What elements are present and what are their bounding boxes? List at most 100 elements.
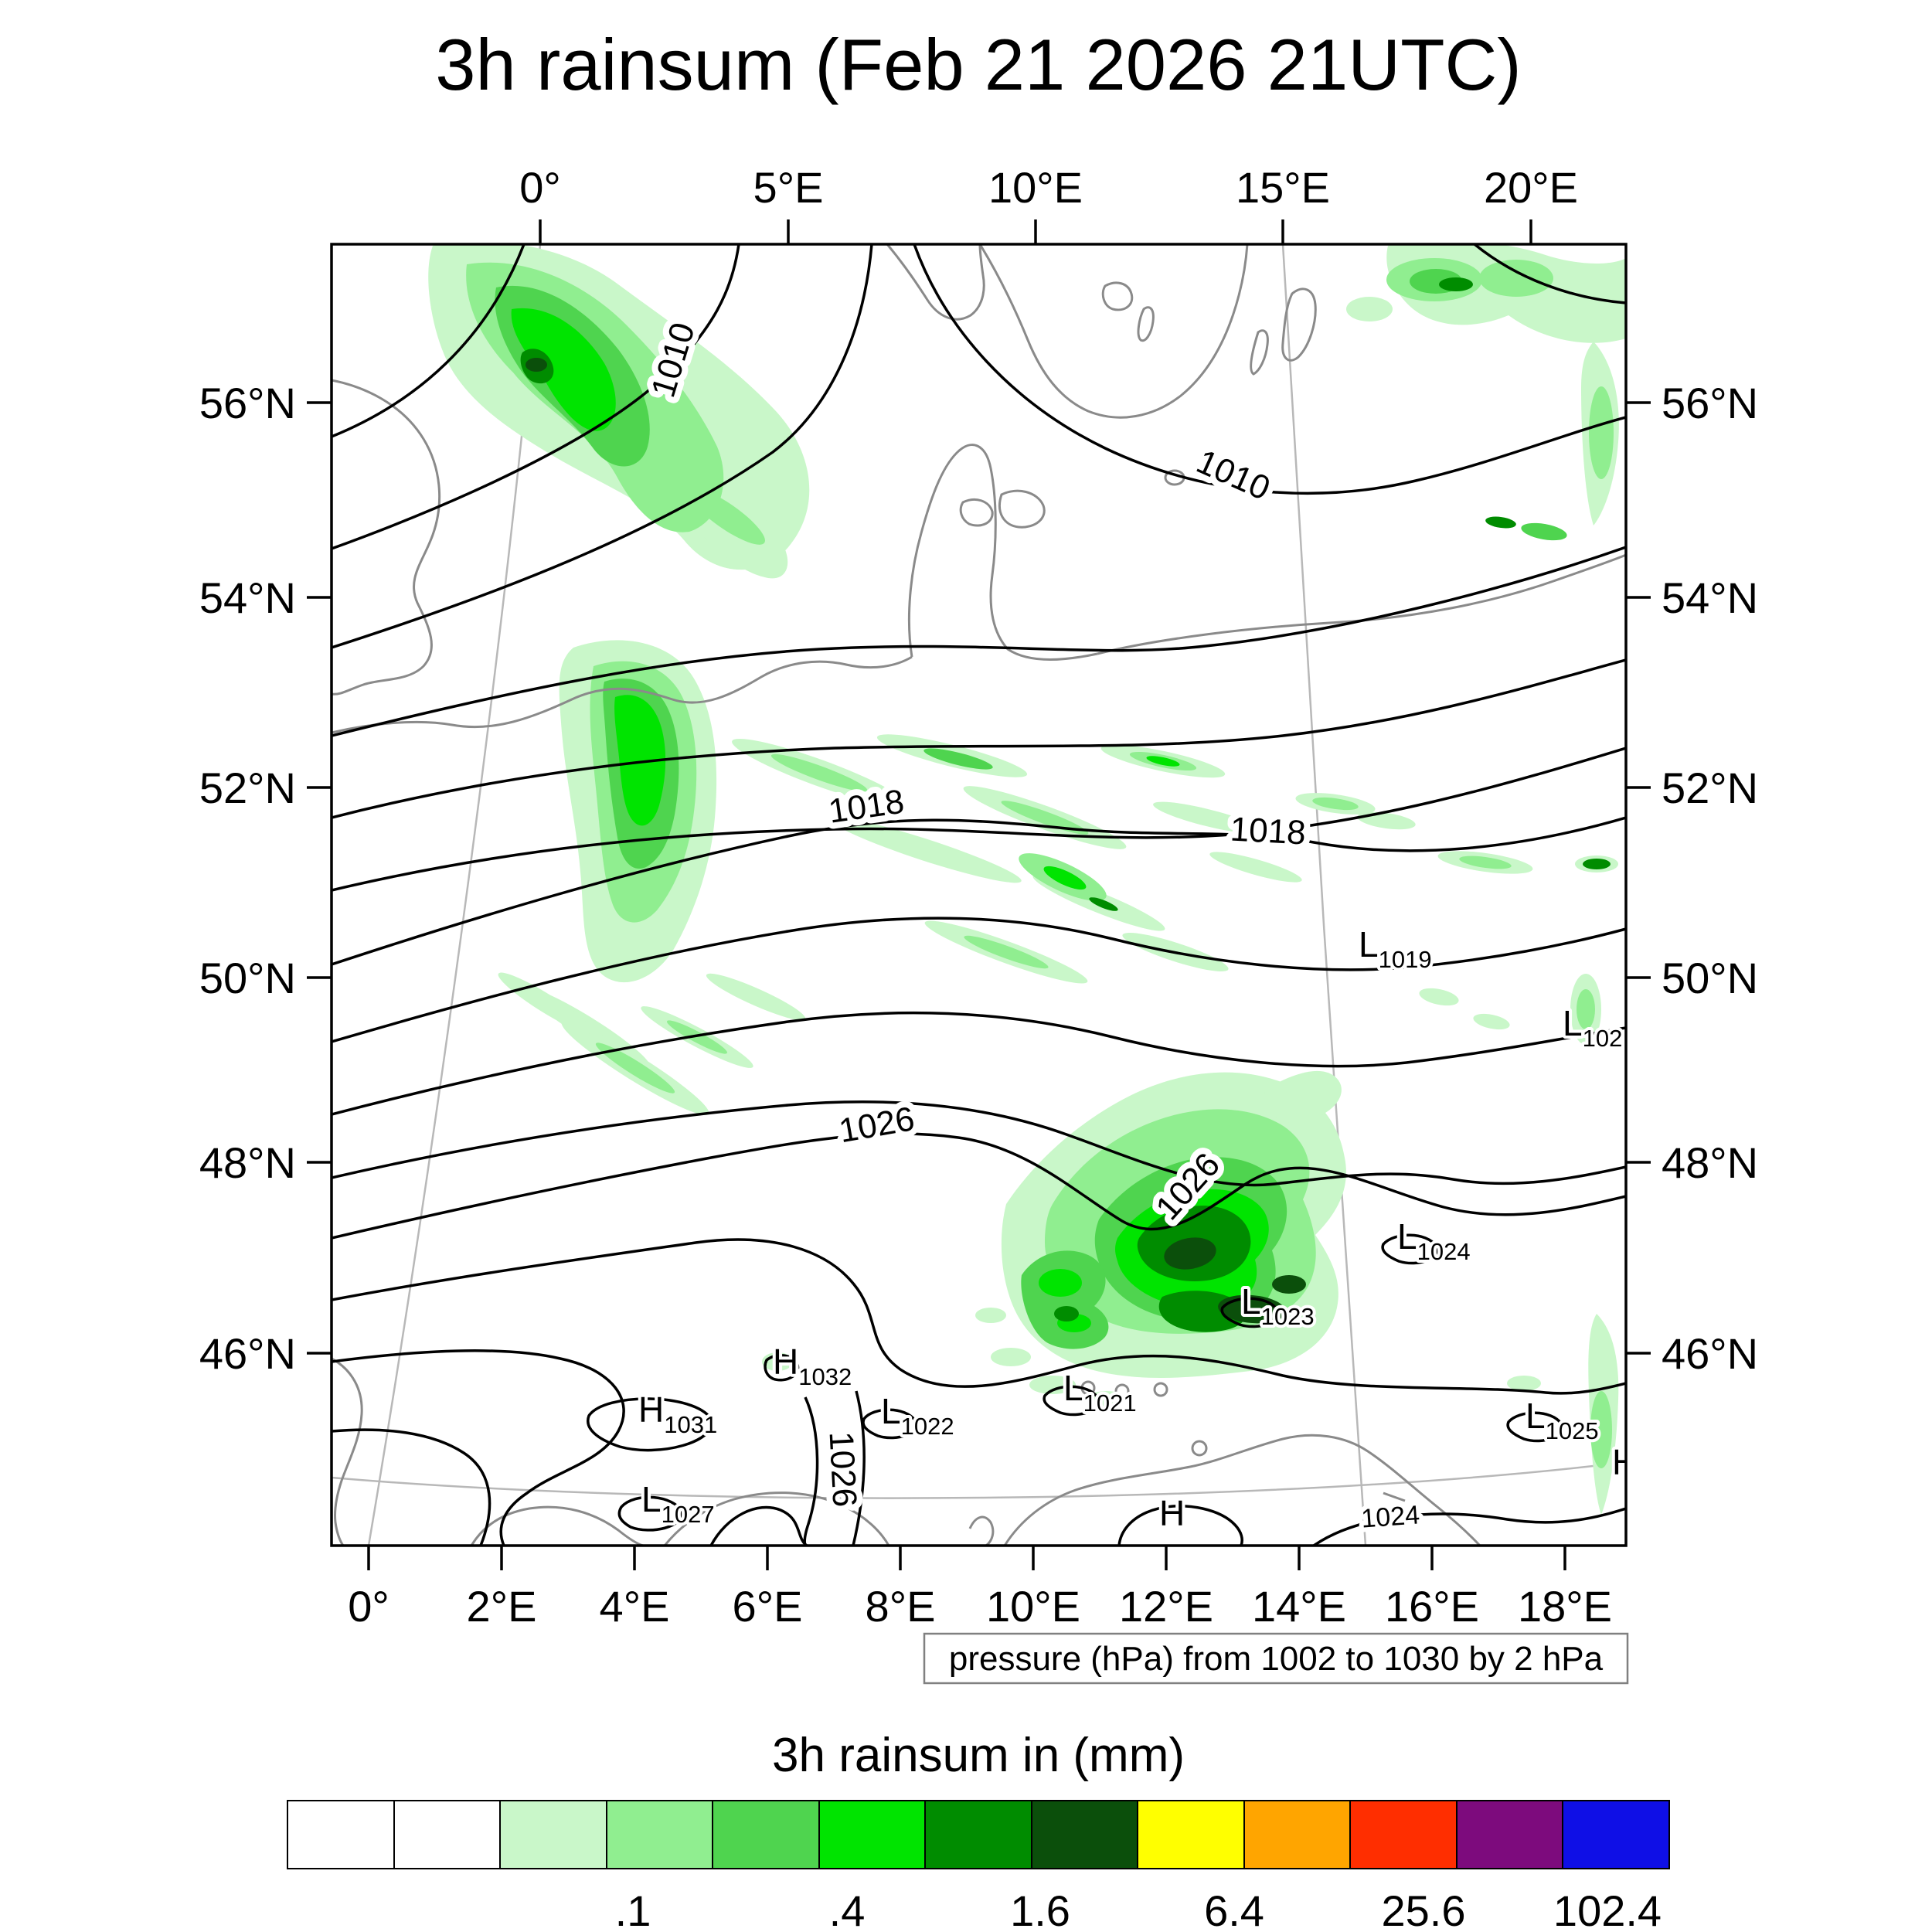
axis-label-right-1: 54°N <box>1662 573 1758 622</box>
isobar-path <box>332 244 740 550</box>
map-frame <box>330 243 1628 1547</box>
isobar-path <box>332 244 873 649</box>
isobar-path <box>1473 244 1626 304</box>
isobar-closed <box>1220 1297 1280 1328</box>
pressure-center-value: 102 <box>1583 1025 1623 1052</box>
colorbar-cell <box>924 1800 1032 1869</box>
coast-path <box>1097 553 1626 655</box>
isobar-closed <box>1506 1411 1564 1443</box>
coast-path <box>998 489 1046 529</box>
coast-path <box>1003 1434 1481 1546</box>
rain-patch <box>1089 897 1118 911</box>
pressure-center: L1022 <box>881 1391 954 1440</box>
axis-label-bottom-1: 2°E <box>467 1582 537 1631</box>
rain-patch <box>975 1308 1006 1323</box>
coast-path <box>332 1357 363 1546</box>
pressure-center-letter: H <box>773 1342 798 1382</box>
axis-label-bottom-7: 14°E <box>1252 1582 1346 1631</box>
coast-path <box>1250 329 1269 376</box>
colorbar-label-5: 102.4 <box>1553 1886 1662 1932</box>
coast-path <box>886 244 985 321</box>
colorbar-cell <box>499 1800 607 1869</box>
meridian-15e <box>1281 244 1367 1546</box>
pressure-center-value: 1019 <box>1379 946 1432 973</box>
axis-labels: 0° 5°E 10°E 15°E 20°E 0° 2°E 4°E 6°E 8°E… <box>199 163 1758 1631</box>
rain-patch <box>1164 1237 1216 1270</box>
isobar-path <box>332 917 1626 1043</box>
axis-label-bottom-0: 0° <box>348 1582 389 1631</box>
rain-patch <box>964 935 1049 969</box>
isobar-path <box>1313 1507 1626 1546</box>
axis-ticks <box>307 219 1651 1570</box>
axis-label-right-5: 46°N <box>1662 1329 1758 1378</box>
isobar-closed <box>1381 1233 1439 1265</box>
axis-label-left-4: 48°N <box>199 1138 296 1187</box>
axis-label-top-1: 5°E <box>753 163 824 212</box>
axis-label-bottom-2: 4°E <box>600 1582 670 1631</box>
isobar-path <box>332 1349 625 1546</box>
rain-patch <box>1029 1376 1076 1394</box>
isobar-path <box>709 1505 808 1546</box>
isobar-label: 1026 <box>821 1430 863 1508</box>
pressure-center: L1025 <box>1526 1396 1599 1444</box>
colorbar-cell <box>1562 1800 1670 1869</box>
pressure-center: L1021 <box>1063 1368 1137 1417</box>
pressure-center-value: 1021 <box>1083 1389 1137 1417</box>
coast-path <box>332 379 441 696</box>
rain-patch <box>1479 260 1553 297</box>
axis-label-top-0: 0° <box>519 163 561 212</box>
axis-label-left-1: 54°N <box>199 573 296 622</box>
isobar-path <box>332 658 1626 819</box>
parallel-45n <box>332 1461 1626 1499</box>
pressure-center: L102 <box>1563 1003 1622 1052</box>
colorbar-title: 3h rainsum in (mm) <box>772 1729 1185 1782</box>
coast-path <box>1367 1512 1393 1524</box>
pressure-center: L1027 <box>641 1479 715 1528</box>
rain-patch <box>511 308 616 431</box>
isobar-path <box>803 1396 819 1546</box>
coastlines <box>332 244 1626 1546</box>
axis-label-left-5: 46°N <box>199 1329 296 1378</box>
colorbar-cell <box>712 1800 820 1869</box>
rain-patch <box>667 1020 727 1054</box>
rain-patch <box>526 358 547 372</box>
axis-label-right-2: 52°N <box>1662 764 1758 812</box>
rain-patch <box>614 695 666 826</box>
pressure-center: L1024 <box>1397 1216 1471 1265</box>
axis-label-top-3: 15°E <box>1236 163 1330 212</box>
pressure-center-letter: L <box>881 1391 901 1431</box>
rain-patch <box>1153 801 1261 834</box>
coast-path <box>663 1492 890 1546</box>
isobar-label: 1018 <box>1230 810 1307 852</box>
rain-patch <box>1209 852 1302 883</box>
isobar-path <box>332 1238 1626 1395</box>
rain-patch <box>1577 989 1595 1029</box>
pressure-center: H1031 <box>638 1389 717 1438</box>
rain-patch <box>706 973 806 1021</box>
rain-patch <box>1039 1269 1082 1297</box>
coast-path <box>470 1505 644 1546</box>
pressure-center-letter: L <box>1241 1281 1261 1321</box>
pressure-center-value: 1023 <box>1261 1303 1315 1330</box>
rain-patch <box>1485 516 1516 529</box>
rain-patch <box>1589 386 1614 479</box>
colorbar-cell <box>393 1800 501 1869</box>
colorbar-label-2: 1.6 <box>1010 1886 1070 1932</box>
caption-box <box>923 1632 1629 1685</box>
rain-patch <box>1507 1376 1541 1391</box>
isobar-path <box>332 546 1626 737</box>
pressure-center-letter: L <box>641 1479 662 1519</box>
axis-label-top-2: 10°E <box>988 163 1083 212</box>
pressure-caption: pressure (hPa) from 1002 to 1030 by 2 hP… <box>923 1632 1629 1685</box>
axis-label-right-3: 50°N <box>1662 954 1758 1002</box>
pressure-center-letter: L <box>1563 1003 1583 1043</box>
rain-patch <box>1590 1391 1612 1468</box>
pressure-center: H <box>1612 1442 1638 1482</box>
axis-label-bottom-9: 18°E <box>1518 1582 1612 1631</box>
axis-label-bottom-5: 10°E <box>986 1582 1080 1631</box>
isobar-label: 1010 <box>1191 442 1275 508</box>
isobar-label: 1024 <box>1360 1500 1420 1533</box>
coast-path <box>332 655 913 734</box>
rain-patch <box>1357 811 1416 830</box>
